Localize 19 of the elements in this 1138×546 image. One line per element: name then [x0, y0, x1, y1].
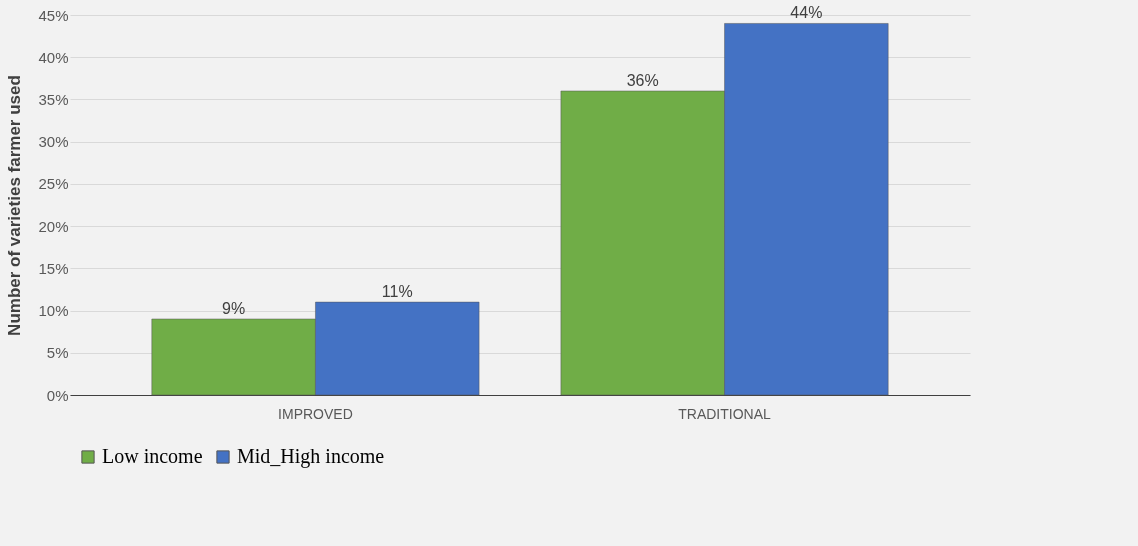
data-label: 44% — [790, 4, 823, 22]
y-tick-label: 25% — [38, 175, 69, 193]
legend-label: Low income — [102, 445, 203, 467]
y-tick-label: 30% — [38, 133, 69, 151]
y-axis-title: Number of varieties farmer used — [5, 75, 25, 336]
data-label: 36% — [626, 72, 659, 89]
x-tick-label: TRADITIONAL — [678, 405, 772, 422]
y-tick-label: 40% — [38, 48, 69, 66]
y-tick-label: 5% — [46, 344, 69, 362]
y-tick-label: 45% — [38, 6, 69, 24]
y-tick-label: 35% — [38, 90, 69, 108]
x-tick-label: IMPROVED — [278, 405, 353, 422]
data-label: 9% — [222, 300, 246, 317]
y-tick-label: 0% — [46, 386, 69, 404]
data-label: 11% — [381, 283, 413, 301]
y-tick-label: 10% — [38, 302, 69, 320]
y-tick-label: 20% — [38, 217, 69, 235]
legend-label: Mid_High income — [237, 445, 385, 468]
y-tick-label: 15% — [38, 259, 69, 277]
